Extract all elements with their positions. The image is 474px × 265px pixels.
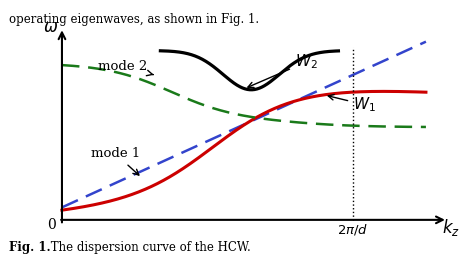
Text: The dispersion curve of the HCW.: The dispersion curve of the HCW. xyxy=(47,241,251,254)
Text: $\omega$: $\omega$ xyxy=(44,19,59,36)
Text: mode 1: mode 1 xyxy=(91,148,140,175)
Text: $W_2$: $W_2$ xyxy=(248,53,318,87)
Text: mode 2: mode 2 xyxy=(98,60,153,76)
Text: $2\pi/d$: $2\pi/d$ xyxy=(337,222,369,237)
Text: operating eigenwaves, as shown in Fig. 1.: operating eigenwaves, as shown in Fig. 1… xyxy=(9,13,260,26)
Text: $W_1$: $W_1$ xyxy=(328,95,376,114)
Text: 0: 0 xyxy=(46,218,55,232)
Text: Fig. 1.: Fig. 1. xyxy=(9,241,51,254)
Text: $k_z$: $k_z$ xyxy=(442,217,460,238)
